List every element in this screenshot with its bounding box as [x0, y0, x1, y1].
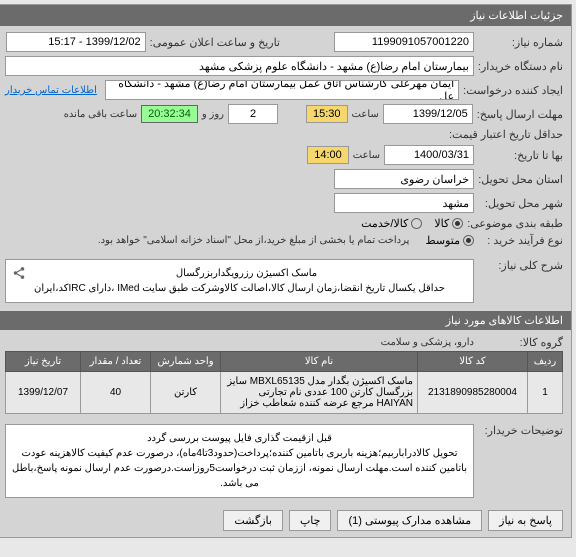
- items-section-title: اطلاعات کالاهای مورد نیاز: [0, 311, 571, 330]
- radio-medium-label: متوسط: [425, 234, 460, 247]
- th-date: تاریخ نیاز: [6, 352, 81, 372]
- buyer-notes-section: توضیحات خریدار: قبل ازقیمت گذاری فایل پی…: [0, 418, 571, 504]
- delivery-city-field: مشهد: [334, 193, 474, 213]
- budget-type-label: طبقه بندی موضوعی:: [467, 217, 563, 230]
- header-bar: جزئیات اطلاعات نیاز: [0, 5, 571, 26]
- radio-goods-service-label: کالا/خدمت: [361, 217, 408, 230]
- delivery-province-field: خراسان رضوی: [334, 169, 474, 189]
- remaining-days-label: روز و: [202, 109, 224, 120]
- buyer-org-field: بیمارستان امام رضا(ع) مشهد - دانشگاه علو…: [5, 56, 474, 76]
- delivery-city-label: شهر محل تحویل:: [478, 197, 563, 210]
- items-section: گروه کالا: دارو، پزشکی و سلامت ردیف کد ک…: [0, 330, 571, 418]
- time-label-2: ساعت: [353, 150, 380, 161]
- valid-till-label: بها تا تاریخ:: [478, 149, 563, 162]
- buyer-notes-box: قبل ازقیمت گذاری فایل پیوست بررسی گردد ت…: [5, 424, 474, 498]
- request-no-label: شماره نیاز:: [478, 36, 563, 49]
- general-desc-box: ماسک اکسیژن رزرویگداربزرگسال حداقل یکسال…: [5, 259, 474, 303]
- budget-type-radios: کالا کالا/خدمت: [361, 217, 463, 230]
- button-row: پاسخ به نیاز مشاهده مدارک پیوستی (1) چاپ…: [0, 504, 571, 537]
- items-table: ردیف کد کالا نام کالا واحد شمارش تعداد /…: [5, 351, 563, 414]
- radio-icon: [452, 218, 463, 229]
- desc-line2: حداقل یکسال تاریخ انقضا،زمان ارسال کالا،…: [12, 281, 467, 296]
- cell-idx: 1: [528, 372, 563, 414]
- cell-name: ماسک اکسیژن بگدار مدل MBXL65135 سایز بزر…: [221, 372, 418, 414]
- response-deadline-date: 1399/12/05: [383, 104, 473, 124]
- valid-till-date: 1400/03/31: [384, 145, 474, 165]
- radio-icon: [411, 218, 422, 229]
- share-icon[interactable]: [12, 266, 26, 281]
- announce-date-label: تاریخ و ساعت اعلان عمومی:: [150, 36, 280, 49]
- request-no-field: 1199091057001220: [334, 32, 474, 52]
- table-row[interactable]: 1 2131890985280004 ماسک اکسیژن بگدار مدل…: [6, 372, 563, 414]
- announce-date-field: 1399/12/02 - 15:17: [6, 32, 146, 52]
- attachments-button[interactable]: مشاهده مدارک پیوستی (1): [337, 510, 482, 531]
- desc-line1: ماسک اکسیژن رزرویگداربزرگسال: [12, 266, 467, 281]
- radio-goods[interactable]: کالا: [434, 217, 463, 230]
- reply-button[interactable]: پاسخ به نیاز: [488, 510, 563, 531]
- creator-label: ایجاد کننده درخواست:: [463, 84, 563, 97]
- group-value: دارو، پزشکی و سلامت: [381, 337, 474, 348]
- th-qty: تعداد / مقدار: [81, 352, 151, 372]
- radio-goods-label: کالا: [434, 217, 449, 230]
- header-title: جزئیات اطلاعات نیاز: [470, 10, 563, 22]
- buyer-notes-label: توضیحات خریدار:: [478, 424, 563, 437]
- remaining-suffix: ساعت باقی مانده: [64, 109, 137, 120]
- time-label-1: ساعت: [352, 109, 379, 120]
- form-section: شماره نیاز: 1199091057001220 تاریخ و ساع…: [0, 26, 571, 253]
- radio-goods-service[interactable]: کالا/خدمت: [361, 217, 422, 230]
- main-container: جزئیات اطلاعات نیاز شماره نیاز: 11990910…: [0, 4, 572, 538]
- th-name: نام کالا: [221, 352, 418, 372]
- remaining-timer: 20:32:34: [141, 105, 198, 123]
- response-deadline-label: مهلت ارسال پاسخ:: [477, 108, 563, 121]
- back-button[interactable]: بازگشت: [223, 510, 283, 531]
- purchase-note: پرداخت تمام یا بخشی از مبلغ خرید،از محل …: [98, 235, 410, 246]
- response-deadline-time: 15:30: [306, 105, 348, 123]
- table-header-row: ردیف کد کالا نام کالا واحد شمارش تعداد /…: [6, 352, 563, 372]
- th-code: کد کالا: [418, 352, 528, 372]
- cell-qty: 40: [81, 372, 151, 414]
- cell-unit: کارتن: [151, 372, 221, 414]
- th-unit: واحد شمارش: [151, 352, 221, 372]
- cell-date: 1399/12/07: [6, 372, 81, 414]
- general-desc-section: شرح کلی نیاز: ماسک اکسیژن رزرویگداربزرگس…: [0, 253, 571, 309]
- min-validity-label: حداقل تاریخ اعتبار قیمت:: [449, 128, 563, 141]
- delivery-province-label: استان محل تحویل:: [478, 173, 563, 186]
- purchase-type-label: نوع فرآیند خرید :: [478, 234, 563, 247]
- buyer-org-label: نام دستگاه خریدار:: [478, 60, 563, 73]
- general-desc-label: شرح کلی نیاز:: [478, 259, 563, 272]
- remaining-days: 2: [228, 104, 278, 124]
- print-button[interactable]: چاپ: [289, 510, 332, 531]
- group-label: گروه کالا:: [478, 336, 563, 349]
- radio-medium[interactable]: متوسط: [425, 234, 474, 247]
- contact-link[interactable]: اطلاعات تماس خریدار: [5, 85, 97, 96]
- purchase-type-radios: متوسط: [425, 234, 474, 247]
- valid-till-time: 14:00: [307, 146, 349, 164]
- th-idx: ردیف: [528, 352, 563, 372]
- creator-field: ایمان مهرعلی کارشناس اتاق عمل بیمارستان …: [105, 80, 459, 100]
- radio-icon: [463, 235, 474, 246]
- cell-code: 2131890985280004: [418, 372, 528, 414]
